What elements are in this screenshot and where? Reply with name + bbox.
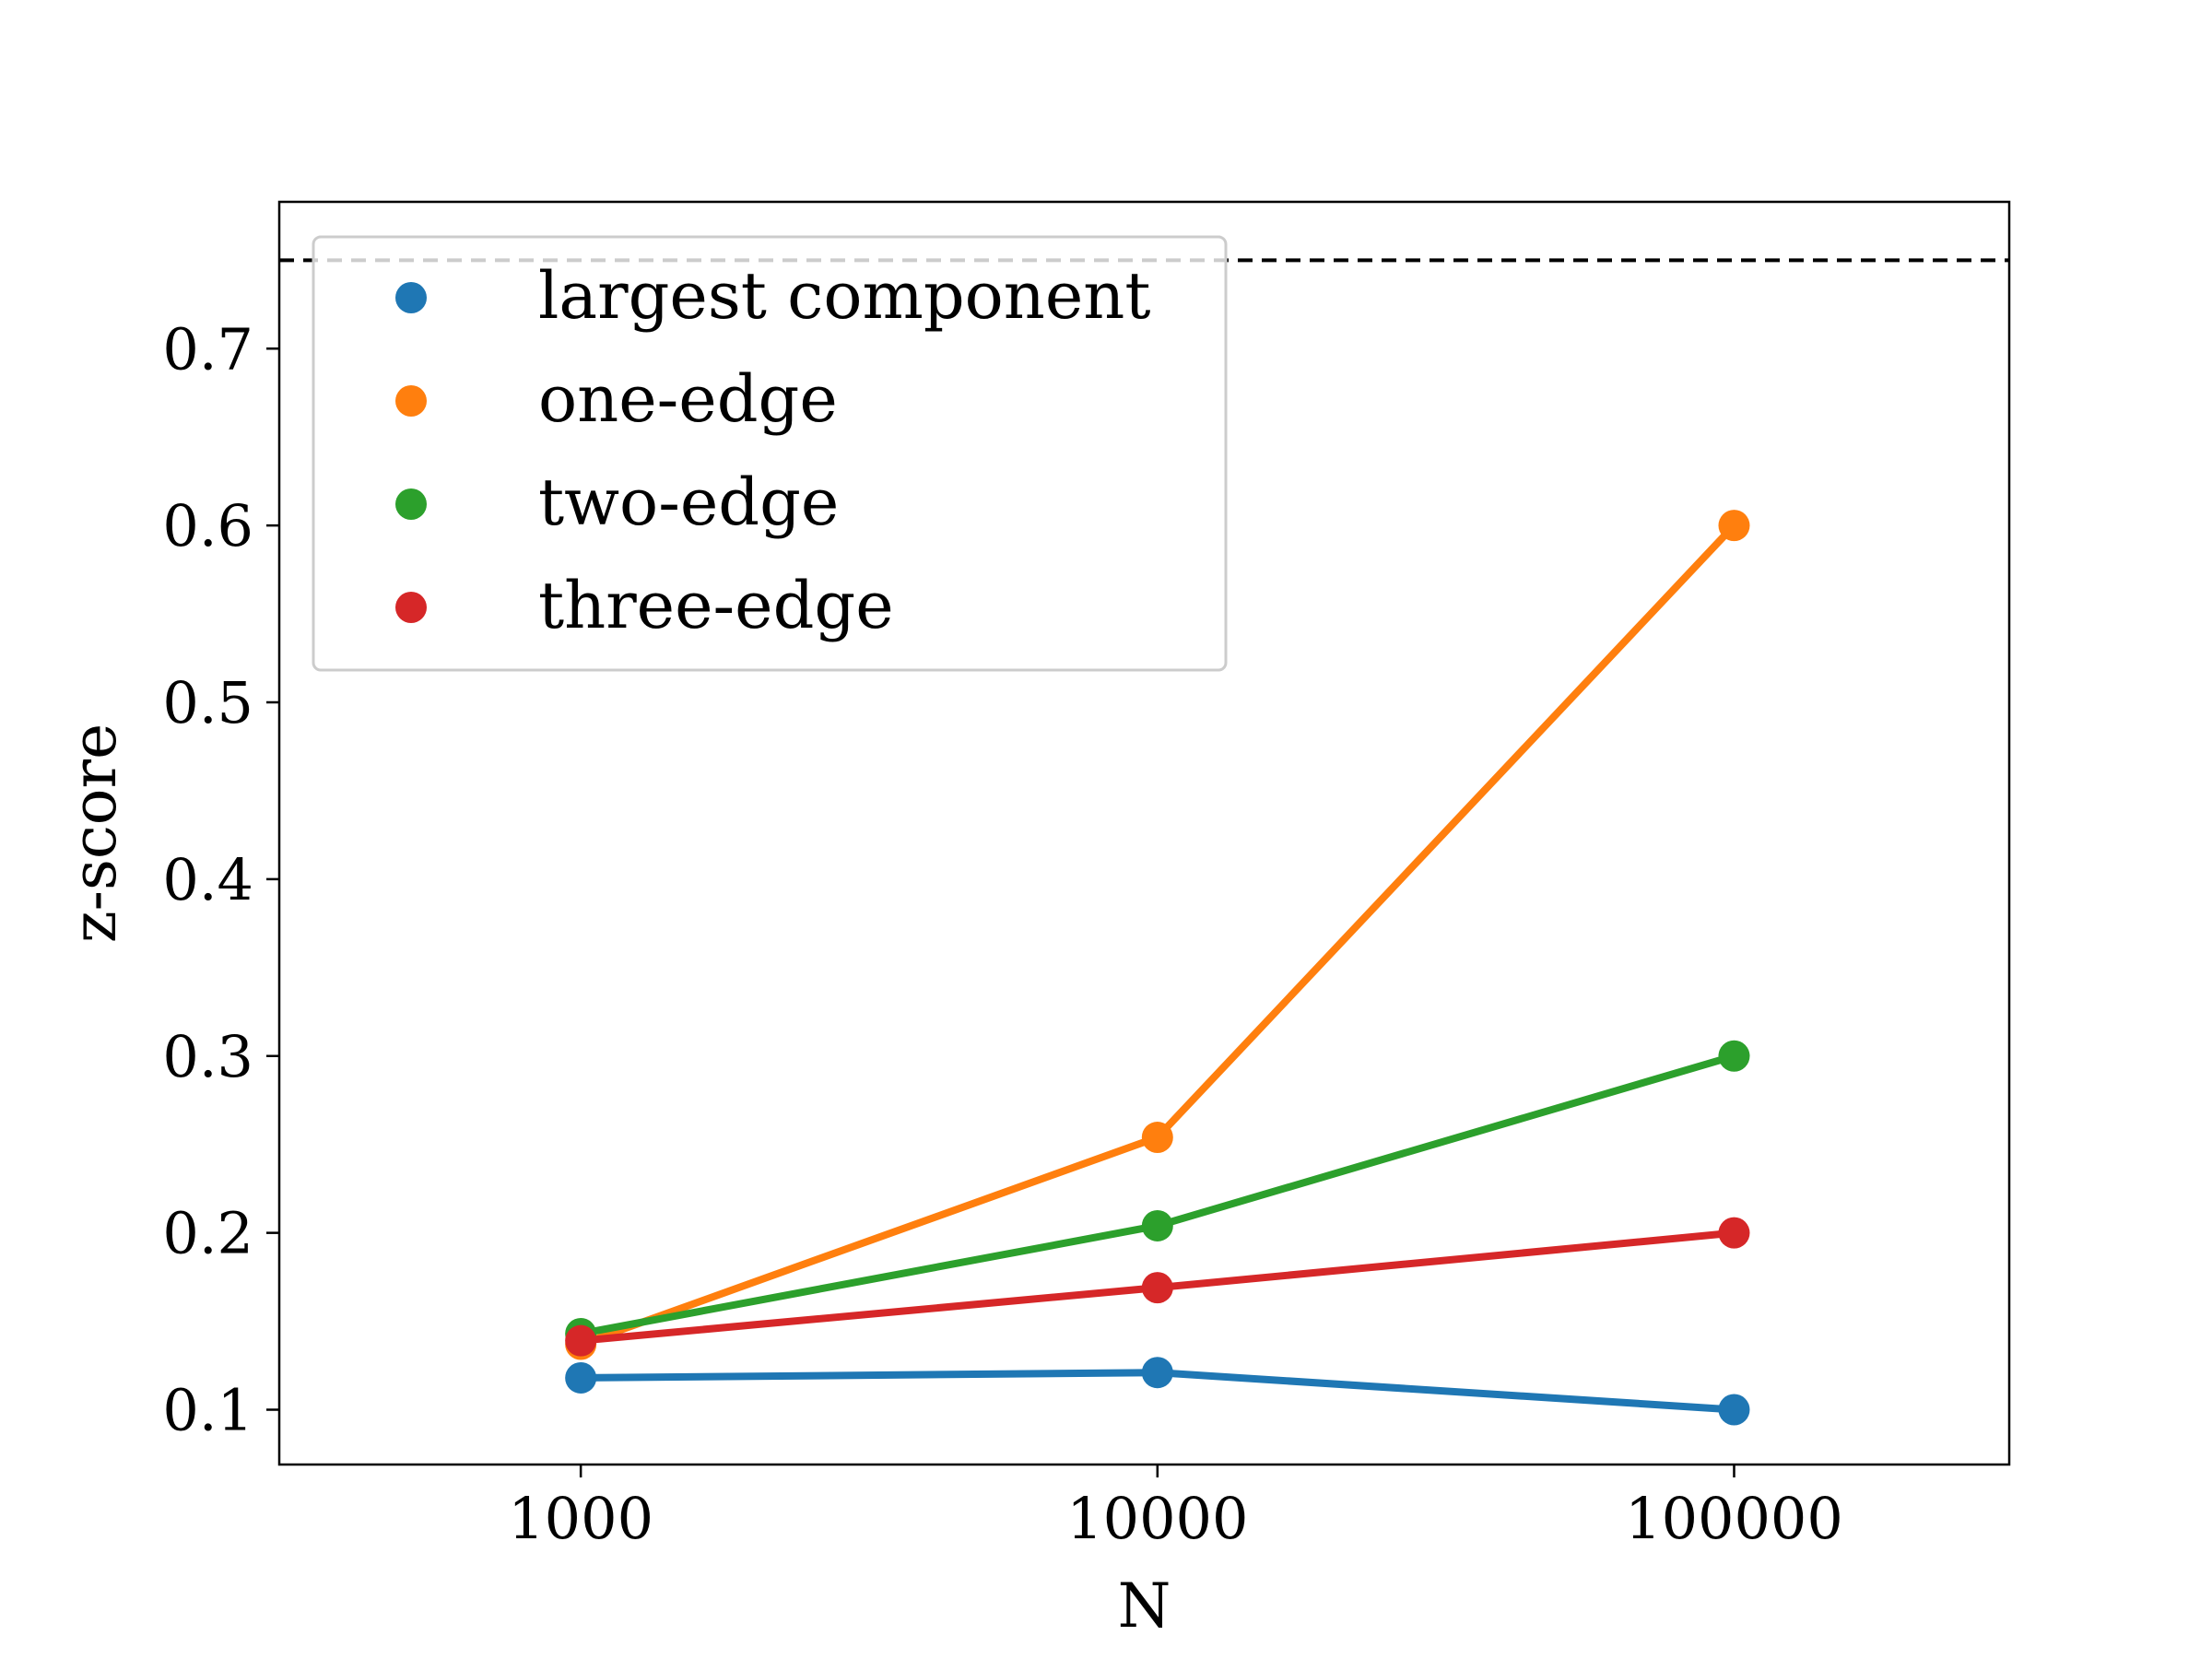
legend-label: three-edge — [538, 568, 894, 643]
data-point — [565, 1324, 597, 1357]
legend-label: two-edge — [538, 465, 839, 540]
data-point — [1141, 1209, 1173, 1241]
x-tick-label: 100000 — [1625, 1485, 1843, 1552]
y-axis-label: z-score — [59, 724, 130, 943]
data-point — [1141, 1272, 1173, 1304]
legend-label: one-edge — [538, 361, 838, 437]
x-tick-label: 10000 — [1066, 1485, 1248, 1552]
y-tick-label: 0.3 — [162, 1023, 253, 1090]
y-tick-label: 0.2 — [162, 1200, 253, 1267]
y-tick-label: 0.5 — [162, 669, 253, 736]
legend-marker — [395, 592, 427, 623]
legend-marker — [395, 385, 427, 417]
data-point — [1718, 510, 1750, 542]
series-layer — [565, 510, 1750, 1426]
data-point — [1718, 1217, 1750, 1249]
x-tick-label: 1000 — [508, 1485, 653, 1552]
data-point — [1141, 1122, 1173, 1154]
data-point — [565, 1361, 597, 1394]
plot-frame — [277, 200, 2011, 1466]
data-point — [1718, 1040, 1750, 1072]
x-axis-ticks: 1000 10000 100000 — [508, 1465, 1843, 1552]
data-point — [1718, 1394, 1750, 1426]
x-axis-label: N — [1118, 1571, 1171, 1641]
y-tick-label: 0.6 — [162, 492, 253, 559]
y-tick-label: 0.1 — [162, 1377, 253, 1444]
y-axis-ticks: 0.1 0.2 0.3 0.4 0.5 0.6 0.7 — [162, 315, 279, 1444]
legend-label: largest component — [538, 258, 1151, 334]
legend: largest component one-edge two-edge three-e… — [312, 235, 1228, 672]
y-tick-label: 0.7 — [162, 315, 253, 382]
legend-marker — [395, 488, 427, 520]
data-point — [1141, 1357, 1173, 1389]
y-tick-label: 0.4 — [162, 846, 253, 913]
legend-frame — [312, 235, 1228, 672]
legend-marker — [395, 282, 427, 313]
